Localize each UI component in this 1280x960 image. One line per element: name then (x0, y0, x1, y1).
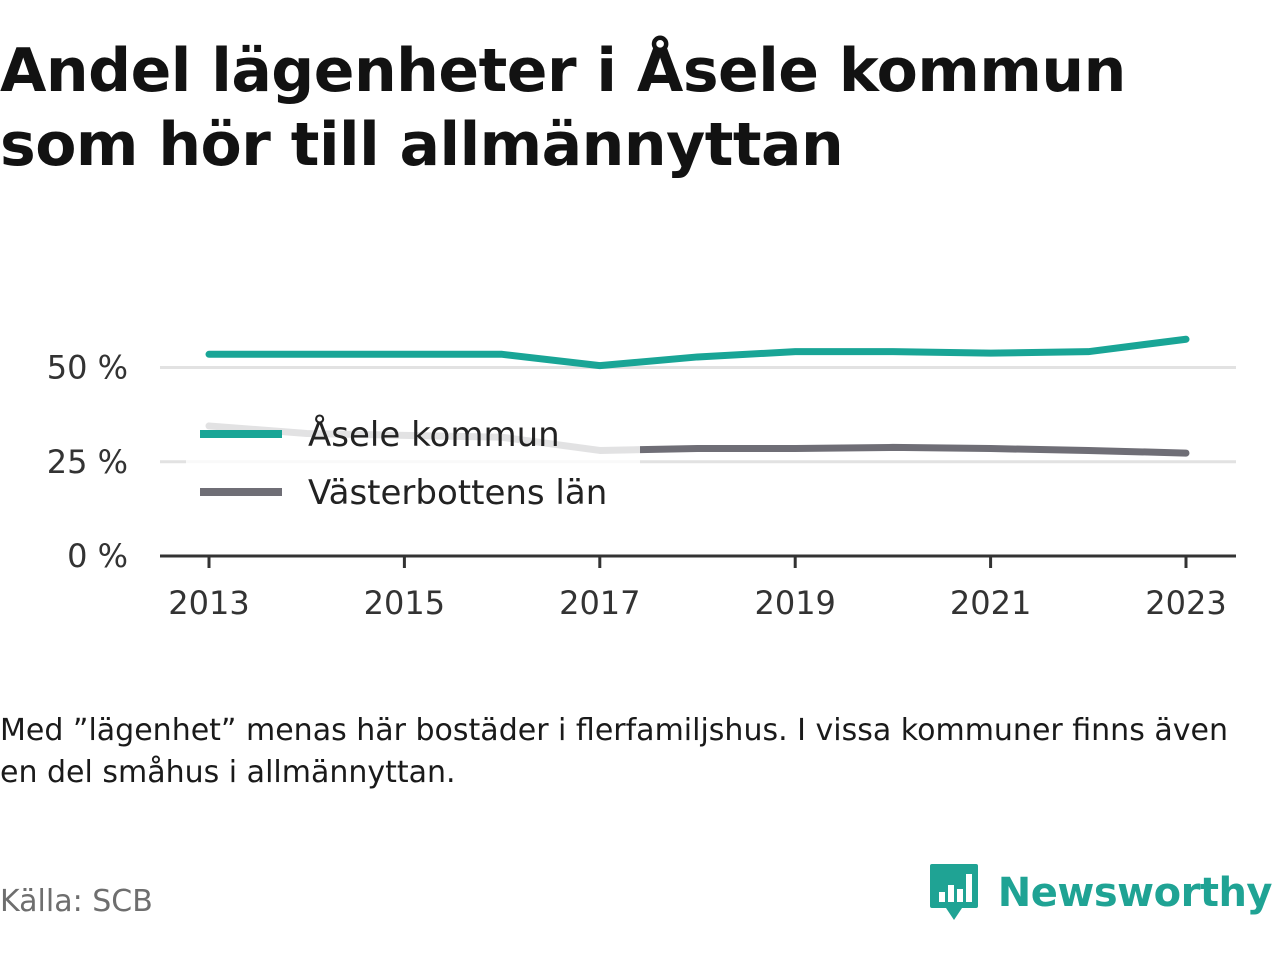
legend-label: Åsele kommun (308, 414, 560, 455)
series-line (205, 335, 1190, 370)
y-axis-labels: 0 % 25 % 50 % (47, 349, 128, 576)
chart-title: Andel lägenheter i Åsele kommun som hör … (0, 36, 1126, 180)
source-credit: Källa: SCB (0, 884, 153, 919)
chart-note: Med ”lägenhet” menas här bostäder i fler… (0, 713, 1228, 790)
x-axis-ticks: 2013 2015 2017 2019 2021 2023 (168, 556, 1227, 622)
y-tick-label: 25 % (47, 443, 128, 481)
bar-chart-speech-bubble-icon (929, 864, 978, 920)
legend-background (186, 406, 640, 526)
y-tick-label: 50 % (47, 349, 128, 387)
x-tick-label: 2019 (754, 584, 835, 622)
brand-logo: Newsworthy (928, 862, 1273, 924)
x-tick-label: 2023 (1145, 584, 1226, 622)
x-tick-label: 2013 (168, 584, 249, 622)
legend-label: Västerbottens län (308, 473, 607, 513)
x-tick-label: 2015 (364, 584, 445, 622)
line-chart: 2013 2015 2017 2019 2021 2023 0 % 25 % 50 % Åse… (47, 335, 1236, 622)
brand-name: Newsworthy (997, 870, 1273, 916)
x-tick-label: 2021 (950, 584, 1031, 622)
legend: Åsele kommun Västerbottens län (186, 406, 640, 526)
y-tick-label: 0 % (67, 537, 128, 575)
x-tick-label: 2017 (559, 584, 640, 622)
